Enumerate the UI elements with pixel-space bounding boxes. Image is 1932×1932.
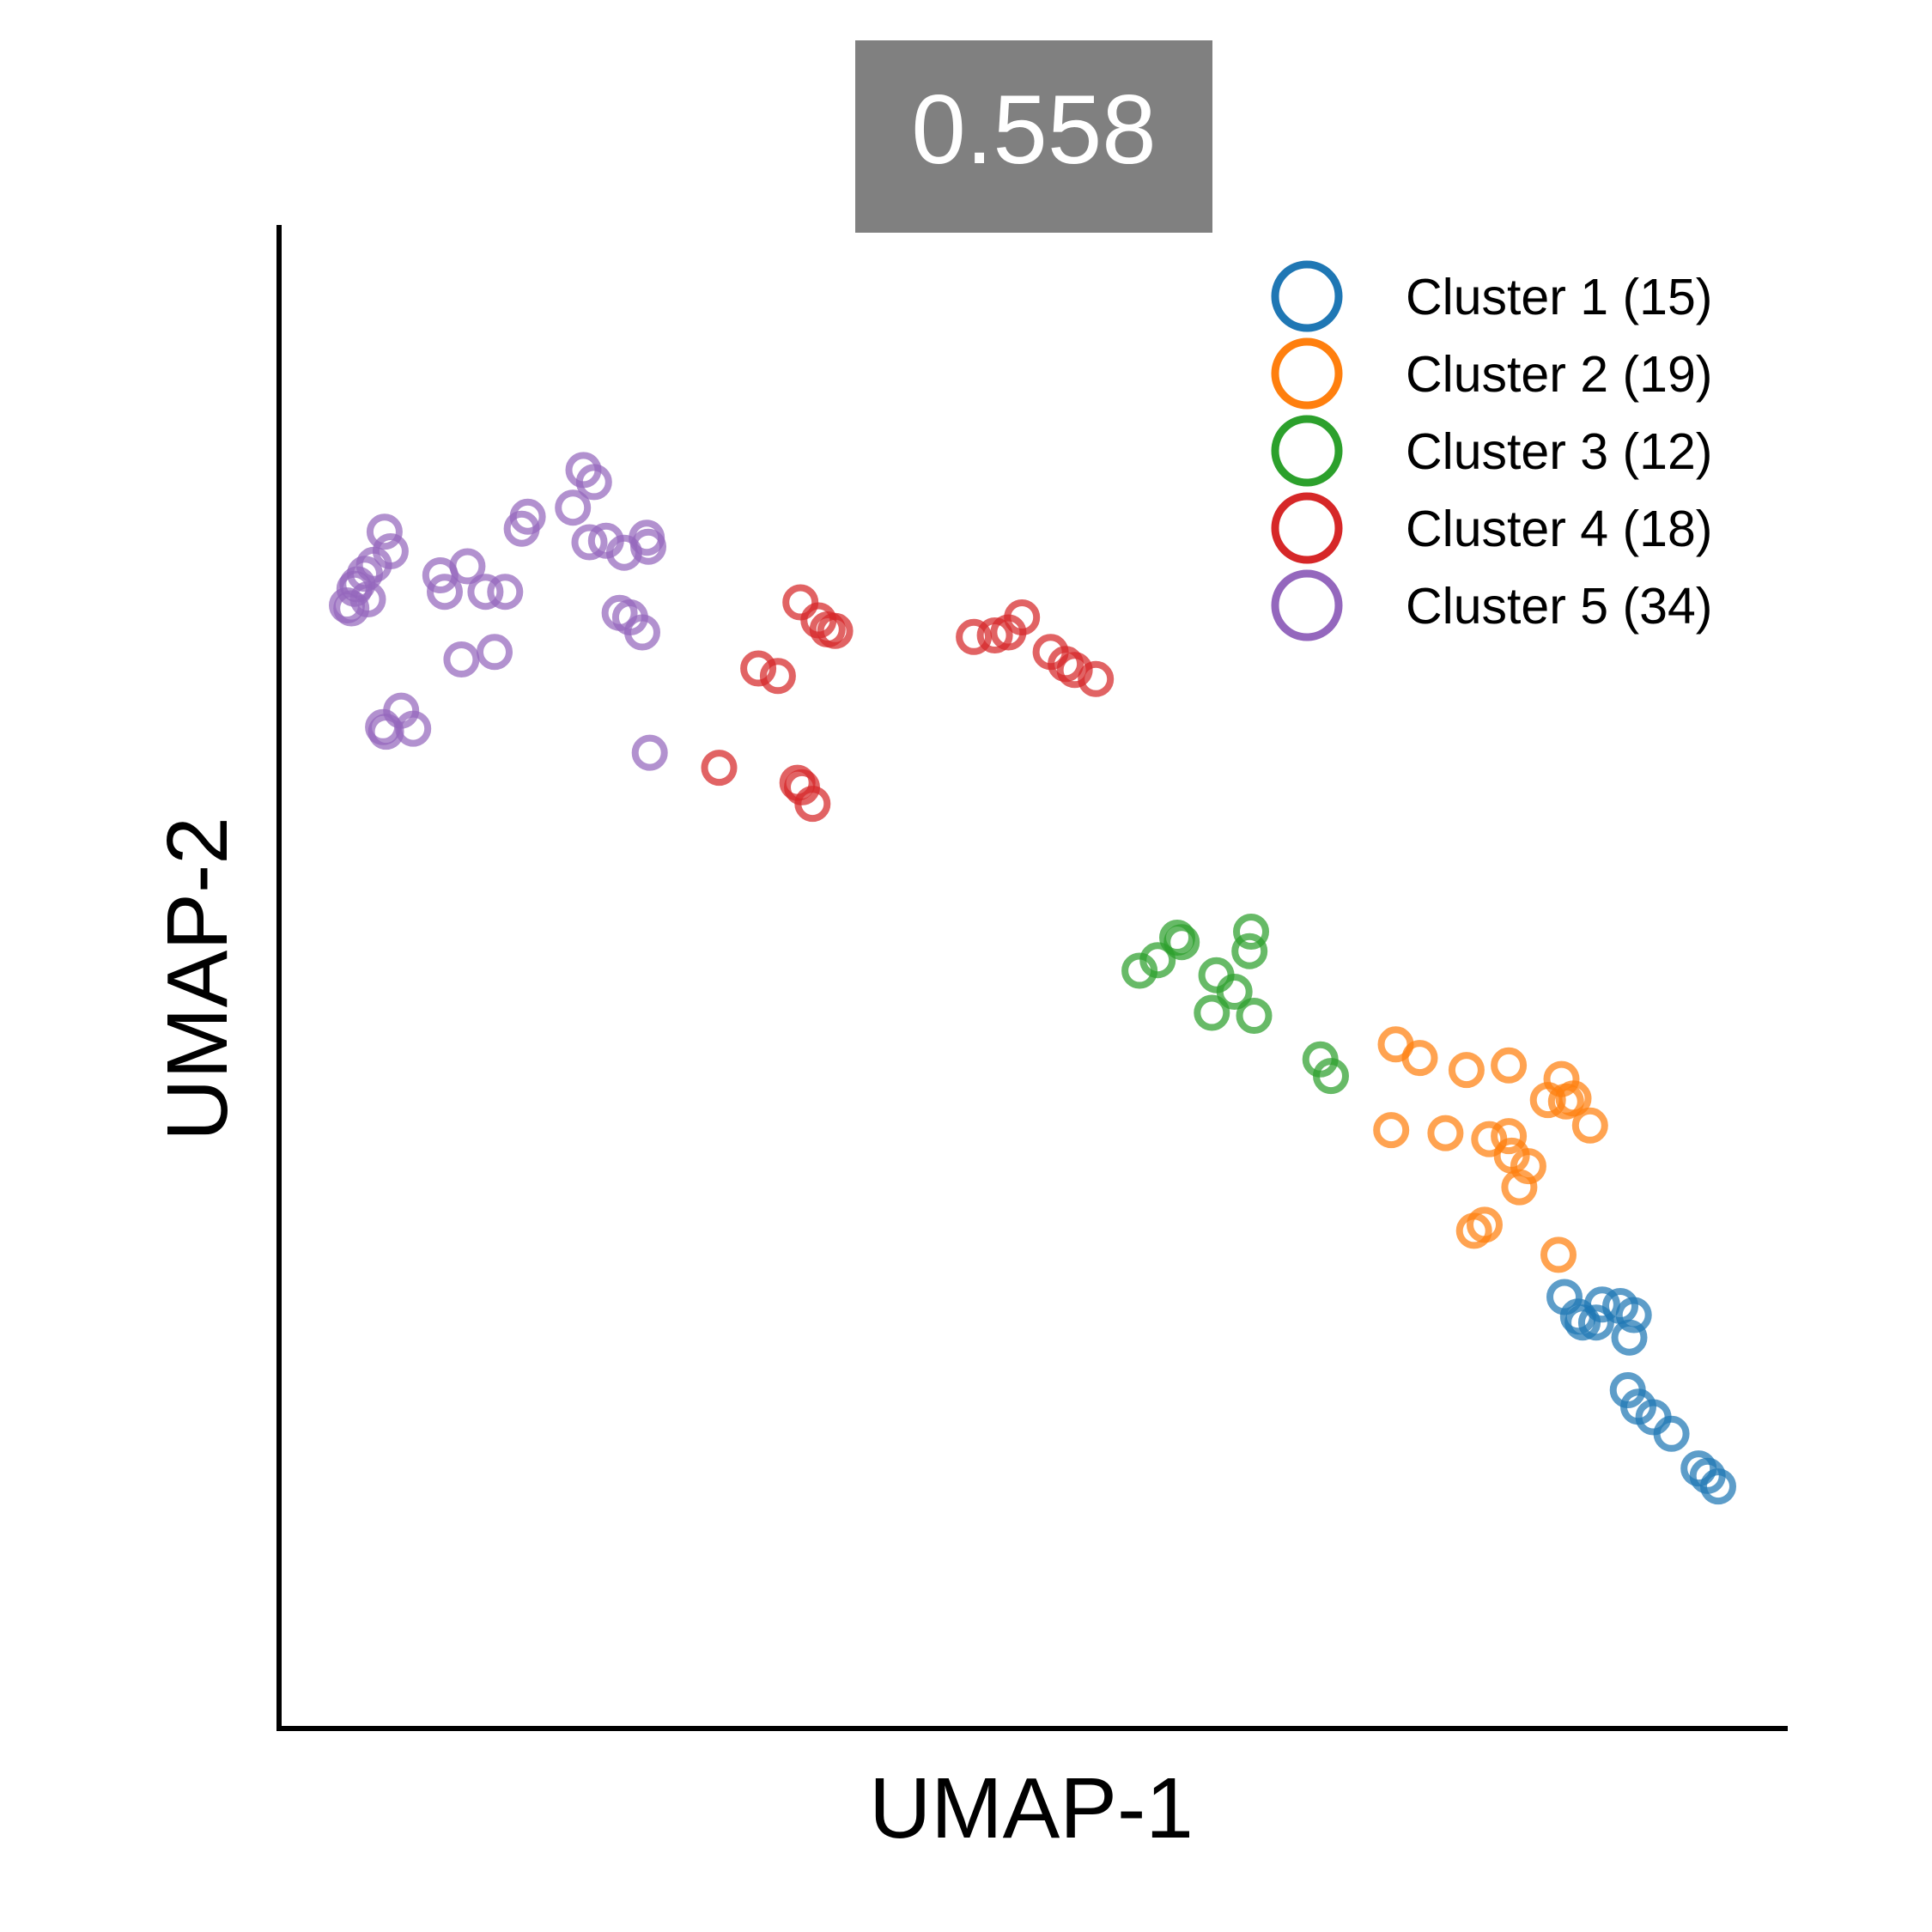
data-point — [1121, 952, 1158, 989]
series-cluster-1 — [1546, 1279, 1736, 1505]
data-point — [1540, 1236, 1577, 1273]
legend-marker — [1271, 337, 1343, 410]
data-point — [1491, 1118, 1528, 1155]
data-point — [349, 581, 386, 617]
data-point — [467, 574, 504, 611]
data-point — [1004, 599, 1041, 635]
data-point — [1689, 1457, 1726, 1494]
data-point — [571, 524, 608, 561]
data-point — [575, 464, 612, 501]
data-point — [817, 612, 854, 649]
data-point — [366, 513, 403, 550]
legend-item: Cluster 1 (15) — [1271, 260, 1712, 332]
data-point — [477, 634, 513, 671]
data-point — [1233, 914, 1269, 950]
data-point — [1056, 652, 1093, 689]
legend-item: Cluster 2 (19) — [1271, 337, 1712, 410]
data-point — [555, 489, 592, 526]
legend: Cluster 1 (15) Cluster 2 (19) Cluster 3 (1… — [1271, 260, 1712, 641]
data-point — [1448, 1052, 1485, 1089]
data-point — [1529, 1082, 1566, 1119]
data-point — [794, 786, 831, 823]
data-point — [759, 658, 796, 695]
data-point — [1216, 974, 1253, 1010]
data-point — [1611, 1319, 1648, 1356]
score-box — [855, 40, 1212, 233]
series-cluster-3 — [1121, 914, 1349, 1095]
data-point — [701, 750, 738, 787]
data-point — [956, 618, 993, 655]
data-point — [631, 734, 668, 771]
data-point — [1427, 1115, 1464, 1151]
legend-label: Cluster 1 (15) — [1406, 269, 1712, 325]
legend-label: Cluster 5 (34) — [1406, 578, 1712, 635]
data-point — [1313, 1058, 1349, 1095]
series-cluster-4 — [701, 584, 1115, 823]
data-point — [1583, 1286, 1620, 1323]
x-axis-label: UMAP-1 — [869, 1760, 1194, 1856]
legend-label: Cluster 2 (19) — [1406, 346, 1712, 403]
legend-label: Cluster 4 (18) — [1406, 501, 1712, 557]
data-point — [629, 519, 665, 556]
data-point — [1194, 994, 1230, 1031]
data-point — [509, 498, 546, 535]
data-point — [487, 574, 524, 611]
data-point — [1564, 1304, 1601, 1341]
data-point — [1163, 924, 1200, 961]
data-point — [1491, 1047, 1528, 1084]
data-point — [782, 584, 819, 621]
legend-marker — [1271, 492, 1343, 564]
data-point — [395, 710, 432, 747]
data-point — [1139, 942, 1176, 979]
data-point — [1401, 1040, 1438, 1077]
data-point — [1510, 1148, 1546, 1185]
legend-marker — [1271, 260, 1343, 332]
legend-item: Cluster 5 (34) — [1271, 569, 1712, 641]
data-point — [443, 641, 480, 677]
data-point — [422, 557, 459, 593]
data-point — [1373, 1112, 1410, 1149]
series-cluster-2 — [1373, 1026, 1608, 1273]
data-point — [740, 650, 777, 687]
data-point — [611, 599, 648, 635]
data-point — [1547, 1083, 1584, 1120]
series-cluster-5 — [329, 452, 668, 771]
data-point — [1078, 660, 1115, 697]
y-axis-label: UMAP-2 — [149, 817, 246, 1141]
chart-title: 0.558 — [911, 76, 1156, 185]
data-point — [1653, 1415, 1690, 1452]
data-point — [1198, 957, 1235, 993]
data-point — [1501, 1169, 1538, 1206]
data-point — [1236, 998, 1273, 1034]
legend-marker — [1271, 415, 1343, 487]
legend-item: Cluster 3 (12) — [1271, 415, 1712, 487]
data-point — [1577, 1304, 1614, 1341]
legend-marker — [1271, 569, 1343, 641]
data-points — [329, 452, 1736, 1505]
data-point — [1571, 1107, 1608, 1144]
data-point — [1159, 920, 1195, 956]
legend-item: Cluster 4 (18) — [1271, 492, 1712, 564]
data-point — [1231, 933, 1268, 969]
data-point — [427, 574, 463, 611]
data-point — [1602, 1288, 1638, 1324]
data-point — [1471, 1121, 1508, 1157]
legend-label: Cluster 3 (12) — [1406, 423, 1712, 480]
data-point — [1467, 1206, 1503, 1243]
data-point — [372, 533, 409, 569]
